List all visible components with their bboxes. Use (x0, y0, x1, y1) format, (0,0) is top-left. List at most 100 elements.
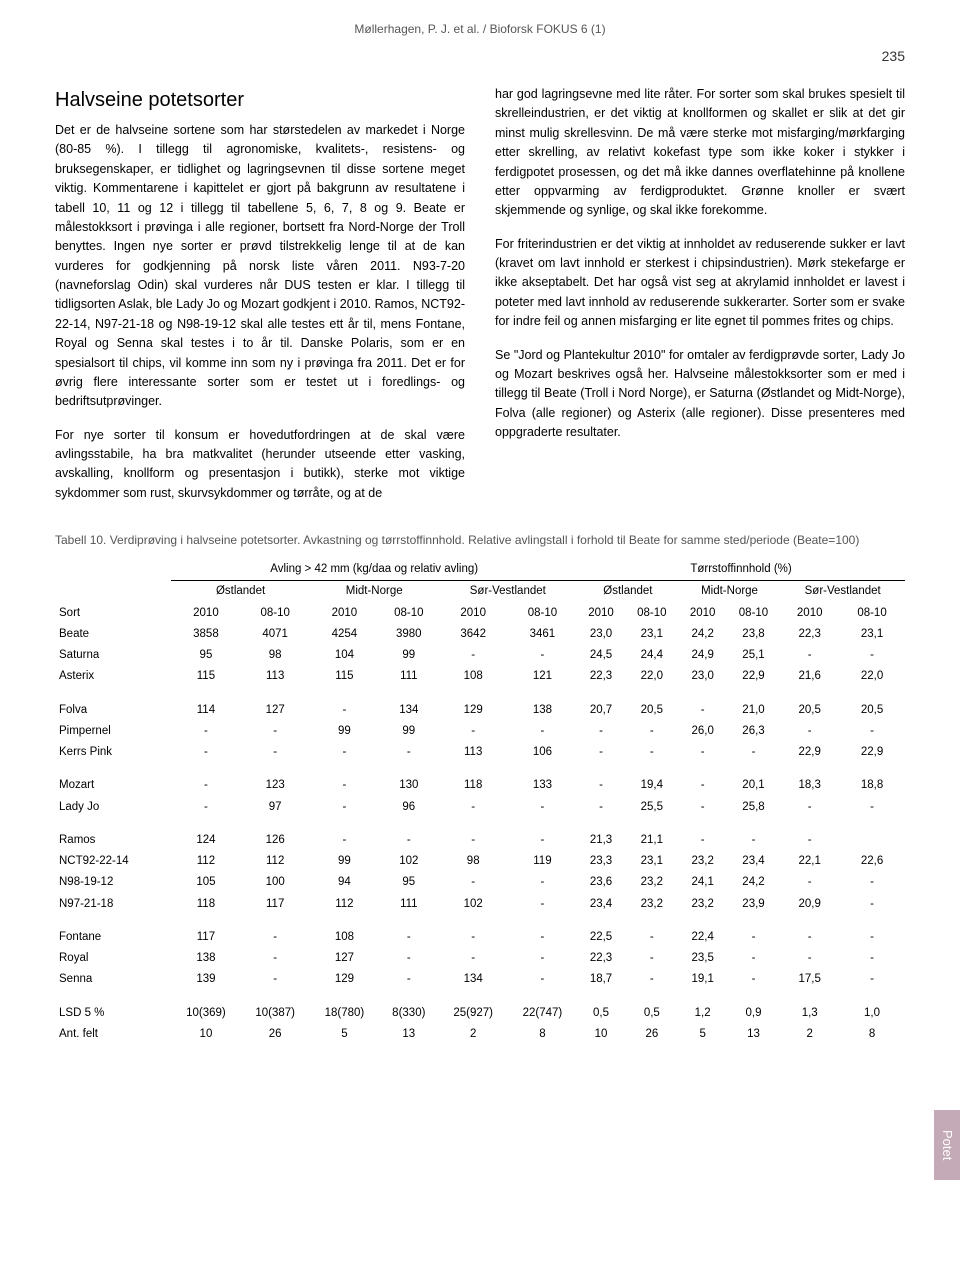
value-cell: 117 (171, 927, 240, 948)
value-cell: - (379, 927, 439, 948)
value-cell: 23,1 (625, 851, 679, 872)
value-cell: 18(780) (310, 1003, 379, 1024)
value-cell: 10 (577, 1024, 625, 1045)
value-cell: 18,7 (577, 969, 625, 990)
period-header: 08-10 (625, 603, 679, 624)
sort-name-cell: Beate (55, 624, 171, 645)
value-cell: - (679, 742, 727, 763)
value-cell: - (439, 927, 508, 948)
value-cell: - (439, 721, 508, 742)
running-header: Møllerhagen, P. J. et al. / Bioforsk FOK… (55, 20, 905, 38)
table-row: Pimpernel--9999----26,026,3-- (55, 721, 905, 742)
value-cell: 2 (780, 1024, 839, 1045)
period-header: 08-10 (241, 603, 310, 624)
value-cell: - (241, 927, 310, 948)
value-cell: 111 (379, 666, 439, 687)
value-cell: 3461 (508, 624, 577, 645)
value-cell: 20,1 (727, 775, 781, 796)
value-cell: - (780, 797, 839, 818)
sort-name-cell: Asterix (55, 666, 171, 687)
value-cell: 22,3 (780, 624, 839, 645)
value-cell: 115 (171, 666, 240, 687)
value-cell: 96 (379, 797, 439, 818)
value-cell: - (379, 742, 439, 763)
value-cell: 10 (171, 1024, 240, 1045)
period-header: 08-10 (727, 603, 781, 624)
value-cell: - (727, 927, 781, 948)
value-cell: 21,1 (625, 830, 679, 851)
value-cell: - (508, 830, 577, 851)
page-number: 235 (55, 46, 905, 67)
value-cell: 134 (439, 969, 508, 990)
period-header: 2010 (577, 603, 625, 624)
value-cell: 25,1 (727, 645, 781, 666)
region-header: Sør-Vestlandet (780, 581, 905, 603)
value-cell: - (577, 775, 625, 796)
value-cell: - (241, 948, 310, 969)
value-cell: 22(747) (508, 1003, 577, 1024)
value-cell: 23,4 (577, 894, 625, 915)
value-cell: - (780, 927, 839, 948)
value-cell: - (508, 948, 577, 969)
value-cell: 23,0 (577, 624, 625, 645)
value-cell: 98 (241, 645, 310, 666)
value-cell: - (839, 797, 905, 818)
value-cell: - (310, 797, 379, 818)
value-cell: 21,3 (577, 830, 625, 851)
sort-name-cell: Kerrs Pink (55, 742, 171, 763)
value-cell: 130 (379, 775, 439, 796)
sort-name-cell: Saturna (55, 645, 171, 666)
value-cell: 23,6 (577, 872, 625, 893)
sort-name-cell: Ramos (55, 830, 171, 851)
value-cell: 8(330) (379, 1003, 439, 1024)
sort-name-cell: Lady Jo (55, 797, 171, 818)
value-cell: 5 (310, 1024, 379, 1045)
value-cell: - (379, 969, 439, 990)
sort-name-cell: Pimpernel (55, 721, 171, 742)
value-cell: 17,5 (780, 969, 839, 990)
value-cell: 24,5 (577, 645, 625, 666)
value-cell: 24,9 (679, 645, 727, 666)
value-cell: 20,5 (839, 700, 905, 721)
data-table: Avling > 42 mm (kg/daa og relativ avling… (55, 559, 905, 1045)
value-cell: - (625, 969, 679, 990)
group-header-drymatter: Tørrstoffinnhold (%) (577, 559, 905, 581)
value-cell: 3642 (439, 624, 508, 645)
value-cell: 108 (439, 666, 508, 687)
period-header: 08-10 (379, 603, 439, 624)
value-cell: 119 (508, 851, 577, 872)
value-cell: 0,9 (727, 1003, 781, 1024)
value-cell: 13 (727, 1024, 781, 1045)
value-cell: 112 (241, 851, 310, 872)
value-cell: 23,2 (625, 872, 679, 893)
value-cell: 20,5 (780, 700, 839, 721)
table-row: Mozart-123-130118133-19,4-20,118,318,8 (55, 775, 905, 796)
value-cell: 23,9 (727, 894, 781, 915)
value-cell: 25,5 (625, 797, 679, 818)
value-cell: 25(927) (439, 1003, 508, 1024)
value-cell: 114 (171, 700, 240, 721)
table-row: Ant. felt102651328102651328 (55, 1024, 905, 1045)
value-cell: 4254 (310, 624, 379, 645)
value-cell: 112 (310, 894, 379, 915)
value-cell: 1,3 (780, 1003, 839, 1024)
sort-name-cell: Royal (55, 948, 171, 969)
value-cell: 23,0 (679, 666, 727, 687)
table-row: N98-19-121051009495--23,623,224,124,2-- (55, 872, 905, 893)
value-cell: 22,9 (727, 666, 781, 687)
value-cell: 3858 (171, 624, 240, 645)
sort-name-cell: N97-21-18 (55, 894, 171, 915)
value-cell: - (780, 948, 839, 969)
value-cell: 23,1 (839, 624, 905, 645)
value-cell: 22,9 (839, 742, 905, 763)
value-cell: 24,2 (679, 624, 727, 645)
body-paragraph: For friterindustrien er det viktig at in… (495, 235, 905, 332)
value-cell: - (310, 830, 379, 851)
period-header: 2010 (171, 603, 240, 624)
side-tab: Potet (934, 1110, 960, 1180)
value-cell: - (577, 742, 625, 763)
value-cell: 117 (241, 894, 310, 915)
body-paragraph: For nye sorter til konsum er hovedutford… (55, 426, 465, 504)
value-cell: 26,0 (679, 721, 727, 742)
value-cell: 105 (171, 872, 240, 893)
